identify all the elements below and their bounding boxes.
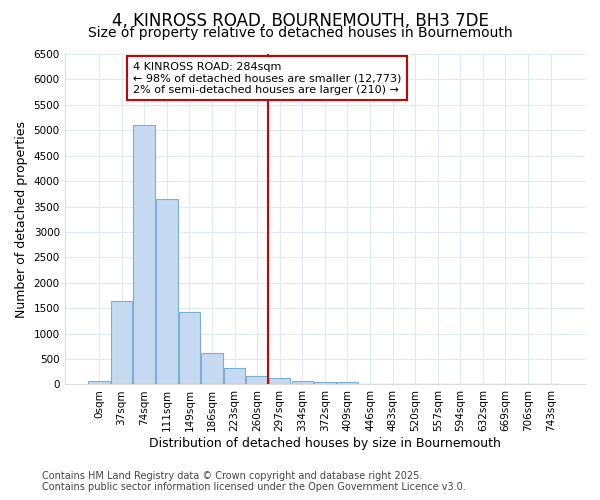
Text: Contains HM Land Registry data © Crown copyright and database right 2025.
Contai: Contains HM Land Registry data © Crown c… bbox=[42, 471, 466, 492]
Bar bbox=[337, 382, 358, 384]
Bar bbox=[224, 368, 245, 384]
Bar bbox=[292, 381, 313, 384]
Bar bbox=[156, 199, 178, 384]
Bar bbox=[111, 300, 133, 384]
Text: 4 KINROSS ROAD: 284sqm
← 98% of detached houses are smaller (12,773)
2% of semi-: 4 KINROSS ROAD: 284sqm ← 98% of detached… bbox=[133, 62, 401, 95]
Text: 4, KINROSS ROAD, BOURNEMOUTH, BH3 7DE: 4, KINROSS ROAD, BOURNEMOUTH, BH3 7DE bbox=[112, 12, 488, 30]
Bar bbox=[314, 382, 335, 384]
Bar bbox=[179, 312, 200, 384]
X-axis label: Distribution of detached houses by size in Bournemouth: Distribution of detached houses by size … bbox=[149, 437, 501, 450]
Y-axis label: Number of detached properties: Number of detached properties bbox=[15, 120, 28, 318]
Text: Size of property relative to detached houses in Bournemouth: Size of property relative to detached ho… bbox=[88, 26, 512, 40]
Bar bbox=[201, 353, 223, 384]
Bar bbox=[247, 376, 268, 384]
Bar bbox=[133, 125, 155, 384]
Bar bbox=[269, 378, 290, 384]
Bar bbox=[88, 381, 110, 384]
